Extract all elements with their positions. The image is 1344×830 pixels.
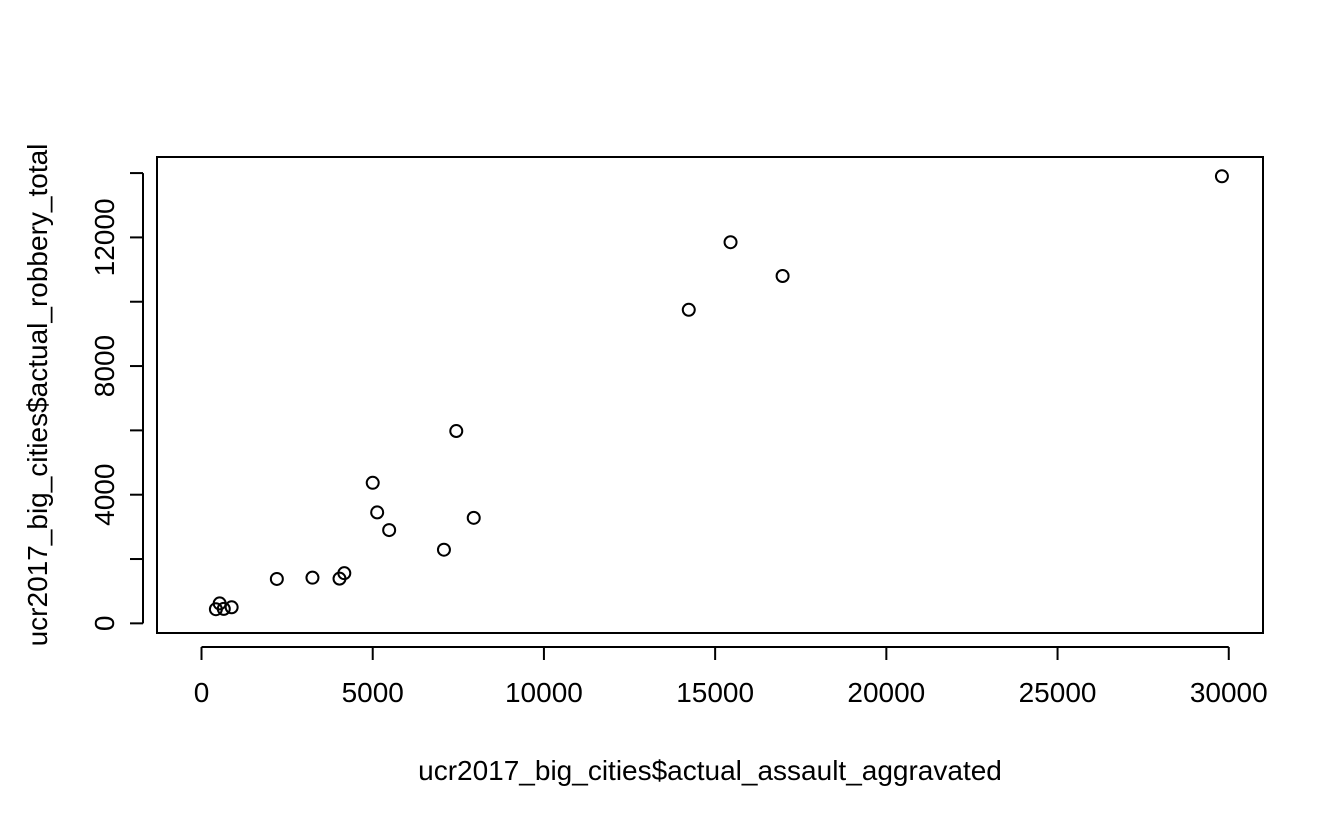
data-point xyxy=(365,475,380,490)
y-axis-label: ucr2017_big_cities$actual_robbery_total xyxy=(22,144,53,647)
y-tick-label: 4000 xyxy=(89,464,120,526)
x-tick-label: 10000 xyxy=(505,677,583,708)
data-point xyxy=(775,269,790,283)
x-tick-label: 5000 xyxy=(342,677,404,708)
data-point xyxy=(681,302,696,317)
y-axis: 0 4000 8000 12000 xyxy=(89,172,144,632)
y-tick-label: 8000 xyxy=(89,335,120,397)
data-point xyxy=(332,571,347,586)
data-point xyxy=(1214,169,1229,184)
x-axis: 0 5000 10000 15000 20000 25000 30000 xyxy=(194,646,1268,708)
data-point xyxy=(723,235,738,250)
y-tick-label: 12000 xyxy=(89,198,120,276)
data-point xyxy=(449,424,464,439)
data-points-layer xyxy=(208,169,1229,617)
x-tick-label: 0 xyxy=(194,677,210,708)
x-tick-label: 25000 xyxy=(1019,677,1097,708)
data-point xyxy=(269,571,284,586)
data-point xyxy=(370,505,385,520)
data-point xyxy=(436,542,451,557)
data-point xyxy=(208,602,223,617)
y-tick-label: 0 xyxy=(89,616,120,632)
x-axis-label: ucr2017_big_cities$actual_assault_aggrav… xyxy=(418,755,1002,786)
x-tick-label: 30000 xyxy=(1190,677,1268,708)
data-point xyxy=(382,523,397,538)
data-point xyxy=(216,601,231,616)
plot-area-frame xyxy=(156,156,1264,634)
data-point xyxy=(224,600,239,615)
x-tick-label: 15000 xyxy=(676,677,754,708)
x-tick-label: 20000 xyxy=(847,677,925,708)
data-point xyxy=(305,570,320,585)
data-point xyxy=(466,510,481,525)
